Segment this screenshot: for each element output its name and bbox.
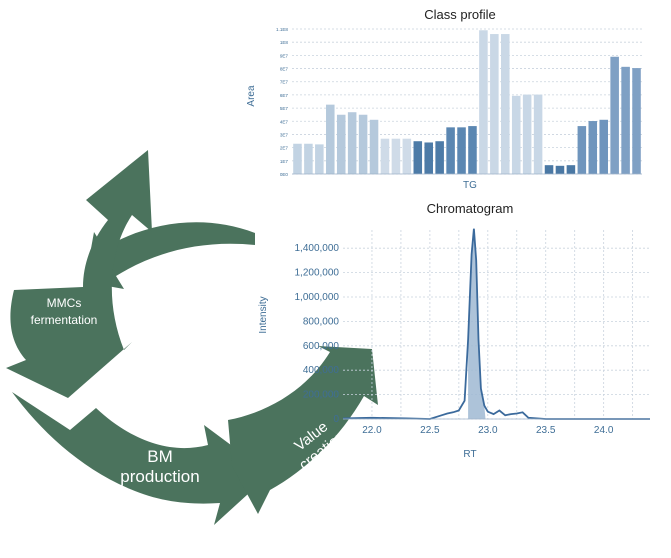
bar-y-tick-label: 4E7 <box>280 119 289 124</box>
line-y-tick-label: 600,000 <box>303 341 340 352</box>
label-line: MMCs <box>47 296 82 310</box>
bar <box>413 141 423 174</box>
line-x-tick-label: 23.0 <box>478 425 498 436</box>
bar <box>632 68 641 174</box>
bar <box>402 138 412 174</box>
bar <box>435 141 444 174</box>
bar <box>490 34 499 174</box>
bar <box>380 138 390 174</box>
bar-chart-xlabel: TG <box>463 180 477 191</box>
bar-y-tick-label: 8E7 <box>280 67 289 72</box>
bar-y-tick-label: 9E7 <box>280 53 289 58</box>
line-y-tick-label: 0 <box>333 414 339 425</box>
peak-area-fill <box>468 228 486 419</box>
bar <box>522 94 532 174</box>
label-line: BM <box>147 447 173 466</box>
bar-chart-ylabel: Area <box>246 85 257 107</box>
line-x-tick-label: 24.0 <box>594 425 614 436</box>
bar-y-tick-label: 2E7 <box>280 146 289 151</box>
bar <box>457 127 466 174</box>
class-profile-chart: Class profile 0E0 1E7 2E7 3E7 4E7 5E7 6E7 7E7 8E… <box>243 4 661 194</box>
bar <box>347 112 357 174</box>
line-chart-xlabel: RT <box>463 449 476 460</box>
bar-y-tick-label: 1E7 <box>280 159 289 164</box>
bar <box>610 56 619 174</box>
line-x-tick-label: 22.5 <box>420 425 440 436</box>
line-y-tick-label: 1,200,000 <box>295 268 340 279</box>
line-x-tick-label: 23.5 <box>536 425 556 436</box>
bar-chart-bars <box>293 30 641 175</box>
line-y-tick-label: 400,000 <box>303 365 340 376</box>
bar <box>479 30 488 175</box>
chromatogram-chart: Chromatogram 0 200,000 400,000 600,000 800,0… <box>258 201 650 460</box>
bar-y-tick-label: 3E7 <box>280 132 289 137</box>
bar <box>577 126 587 174</box>
bar-y-tick-label: 0E0 <box>280 172 289 177</box>
line-y-tick-label: 1,400,000 <box>295 243 340 254</box>
bar <box>336 114 346 174</box>
bar <box>468 126 477 174</box>
bar <box>358 114 368 174</box>
bar <box>326 104 335 174</box>
bar <box>555 165 565 174</box>
bar <box>599 119 608 174</box>
chromatogram-series-line <box>342 228 650 420</box>
line-y-tick-label: 1,000,000 <box>295 292 340 303</box>
line-x-tick-label: 22.0 <box>362 425 382 436</box>
bar-y-tick-label: 5E7 <box>280 106 289 111</box>
cycle-arrow-industrial-waste <box>85 140 255 289</box>
bar-y-tick-label: 1E8 <box>280 40 289 45</box>
line-chart-ylabel: Intensity <box>258 296 269 333</box>
bar-y-tick-label: 1.1E8 <box>276 27 288 32</box>
label-line: fermentation <box>31 313 98 327</box>
cycle-label-bm-production: BM production <box>120 447 199 486</box>
cycle-diagram: Industrial waste MMCs fermentation BM pr… <box>6 140 378 525</box>
bar-chart-y-ticks: 0E0 1E7 2E7 3E7 4E7 5E7 6E7 7E7 8E7 9E7 1E8 1.1E8 <box>276 27 288 177</box>
bar <box>621 66 630 174</box>
label-line: production <box>120 467 199 486</box>
bar <box>544 165 554 174</box>
bar <box>304 143 313 174</box>
cycle-label-industrial-waste: Industrial waste <box>155 172 224 211</box>
bar <box>533 94 543 174</box>
line-chart-y-ticks: 0 200,000 400,000 600,000 800,000 1,000,000 1,… <box>295 243 340 425</box>
line-y-tick-label: 200,000 <box>303 390 340 401</box>
bar <box>315 144 324 174</box>
bar <box>501 34 510 174</box>
bar <box>588 121 598 174</box>
cycle-arrow-bm-production <box>12 392 270 525</box>
bar <box>511 95 521 174</box>
bar <box>293 143 302 174</box>
bar <box>424 142 433 174</box>
line-chart-title: Chromatogram <box>427 201 514 216</box>
label-line: Industrial <box>155 172 224 191</box>
line-y-tick-label: 800,000 <box>303 316 340 327</box>
bar-y-tick-label: 6E7 <box>280 93 289 98</box>
cycle-label-mmcs-fermentation: MMCs fermentation <box>31 296 98 327</box>
bar <box>369 119 379 174</box>
bar <box>566 165 576 174</box>
line-chart-x-ticks: 22.0 22.5 23.0 23.5 24.0 <box>362 425 614 436</box>
bar <box>391 138 401 174</box>
bar-chart-title: Class profile <box>424 7 496 22</box>
label-line: waste <box>166 192 211 211</box>
bar <box>446 127 455 174</box>
cycle-arrow-mmcs-fermentation <box>6 150 152 398</box>
bar-y-tick-label: 7E7 <box>280 80 289 85</box>
cycle-arrow-value-creation <box>228 346 378 514</box>
